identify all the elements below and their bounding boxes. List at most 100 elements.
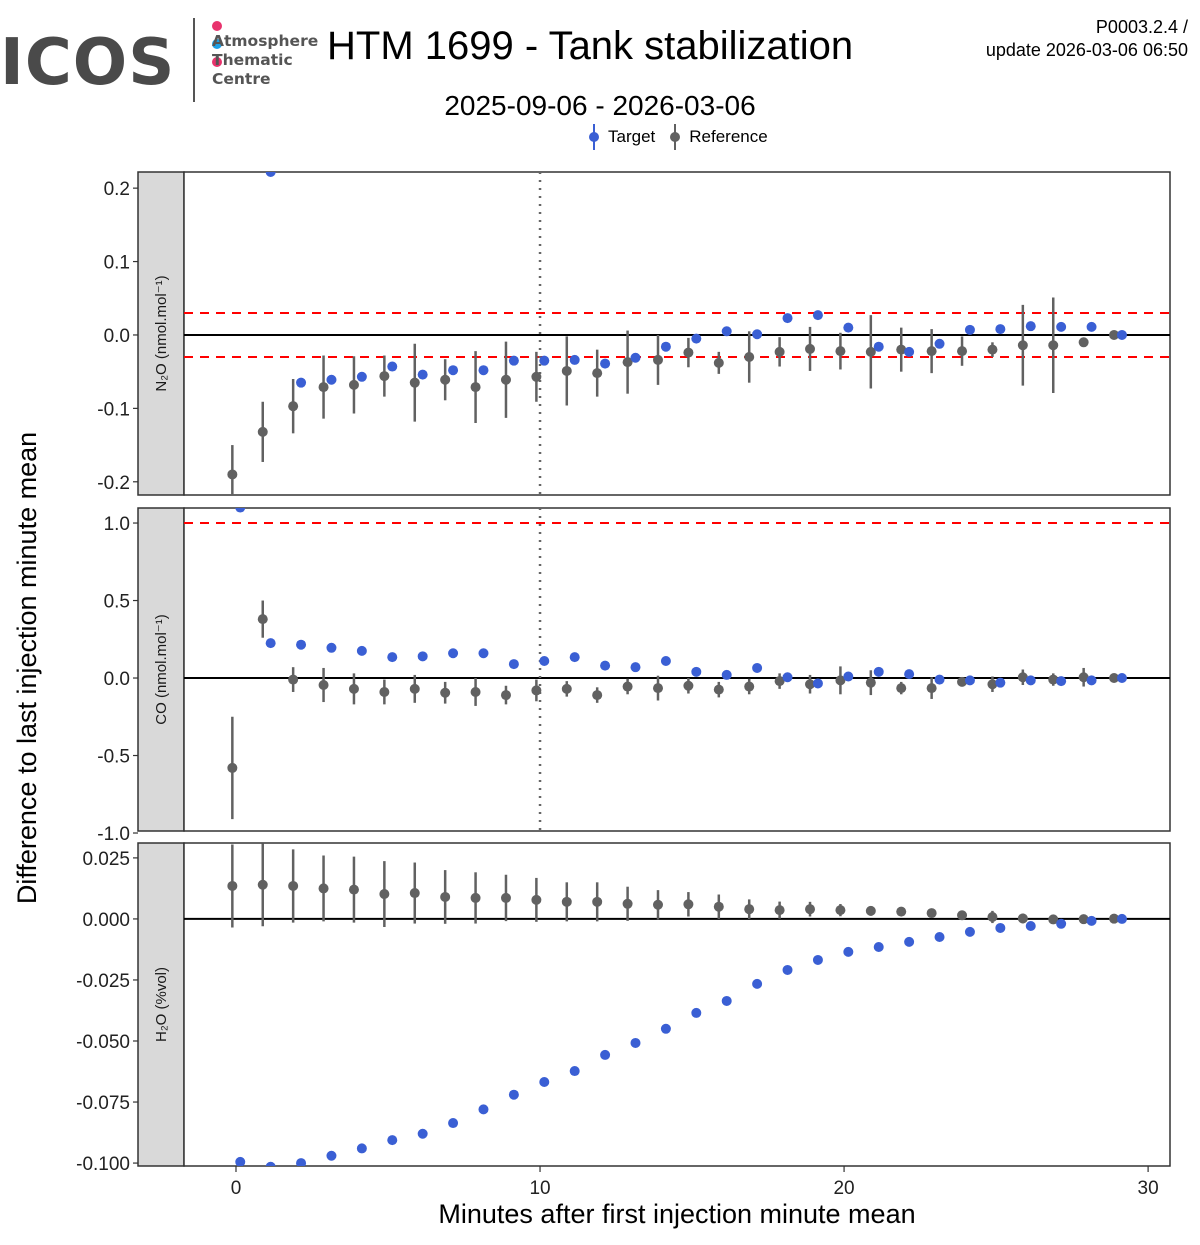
reference-point bbox=[440, 374, 451, 385]
reference-point bbox=[470, 892, 481, 903]
target-point bbox=[964, 926, 975, 937]
target-point bbox=[356, 371, 367, 382]
reference-point bbox=[622, 681, 633, 692]
reference-point bbox=[622, 357, 633, 368]
target-point bbox=[1116, 673, 1127, 684]
target-point bbox=[904, 669, 915, 680]
target-point bbox=[995, 922, 1006, 933]
y-tick-label: -0.2 bbox=[97, 473, 130, 494]
y-tick-label: -1.0 bbox=[97, 824, 130, 845]
target-point bbox=[600, 1049, 611, 1060]
reference-point bbox=[531, 371, 542, 382]
target-point bbox=[691, 1007, 702, 1018]
target-point bbox=[600, 358, 611, 369]
target-point bbox=[1025, 921, 1036, 932]
target-point bbox=[1086, 321, 1097, 332]
reference-point bbox=[744, 351, 755, 362]
target-point bbox=[782, 313, 793, 324]
target-point bbox=[721, 326, 732, 337]
reference-point bbox=[500, 374, 511, 385]
reference-point bbox=[926, 683, 937, 694]
target-point bbox=[265, 638, 276, 649]
target-point bbox=[660, 1023, 671, 1034]
reference-point bbox=[896, 683, 907, 694]
y-tick-label: -0.075 bbox=[76, 1093, 130, 1114]
target-point bbox=[812, 954, 823, 965]
reference-point bbox=[470, 382, 481, 393]
target-point bbox=[660, 341, 671, 352]
y-tick-label: -0.1 bbox=[97, 399, 130, 420]
reference-point bbox=[865, 905, 876, 916]
target-point bbox=[356, 645, 367, 656]
reference-point bbox=[774, 676, 785, 687]
panel-frame bbox=[183, 507, 1171, 832]
target-point bbox=[995, 677, 1006, 688]
target-point bbox=[569, 354, 580, 365]
target-point bbox=[539, 655, 550, 666]
reference-point bbox=[257, 614, 268, 625]
reference-point bbox=[744, 681, 755, 692]
x-tick-label: 20 bbox=[833, 1178, 854, 1199]
reference-point bbox=[288, 674, 299, 685]
reference-point bbox=[652, 354, 663, 365]
legend-label-target: Target bbox=[608, 127, 656, 146]
reference-point bbox=[409, 683, 420, 694]
target-point bbox=[691, 666, 702, 677]
target-point bbox=[326, 1150, 337, 1161]
chart-title: HTM 1699 - Tank stabilization bbox=[327, 24, 854, 68]
y-tick-label: -0.025 bbox=[76, 971, 130, 992]
target-point bbox=[1056, 918, 1067, 929]
target-point bbox=[1116, 913, 1127, 924]
panel-strip bbox=[137, 842, 185, 1167]
version-info: P0003.2.4 / update 2026-03-06 06:50 bbox=[986, 16, 1188, 62]
target-point bbox=[508, 355, 519, 366]
version-label: P0003.2.4 / bbox=[1095, 17, 1188, 37]
target-point bbox=[843, 322, 854, 333]
reference-point bbox=[409, 377, 420, 388]
panel-strip bbox=[137, 507, 185, 832]
target-point bbox=[265, 1161, 276, 1166]
x-axis-label: Minutes after first injection minute mea… bbox=[438, 1199, 915, 1229]
y-tick-label: -0.050 bbox=[76, 1032, 130, 1053]
reference-point bbox=[987, 344, 998, 355]
target-point bbox=[1025, 675, 1036, 686]
reference-point bbox=[288, 401, 299, 412]
update-label: update 2026-03-06 06:50 bbox=[985, 40, 1188, 60]
target-point bbox=[296, 1158, 307, 1166]
reference-point bbox=[1017, 913, 1028, 924]
reference-point bbox=[652, 899, 663, 910]
reference-point bbox=[561, 896, 572, 907]
reference-point bbox=[957, 676, 968, 687]
reference-point bbox=[926, 346, 937, 357]
reference-point bbox=[561, 365, 572, 376]
target-point bbox=[1086, 915, 1097, 926]
reference-point bbox=[926, 908, 937, 919]
reference-point bbox=[805, 679, 816, 690]
panel-content bbox=[184, 508, 1170, 831]
reference-point bbox=[835, 905, 846, 916]
target-point bbox=[752, 978, 763, 989]
panel-content bbox=[184, 843, 1170, 1166]
strip-label: N₂O (nmol.mol⁻¹) bbox=[153, 275, 170, 391]
target-point bbox=[235, 1156, 246, 1166]
panel-0: N₂O (nmol.mol⁻¹) 0.2 0.1 0.0 -0.1 -0.2 bbox=[97, 171, 1171, 496]
reference-point bbox=[683, 899, 694, 910]
panel-content bbox=[184, 172, 1170, 495]
reference-point bbox=[1109, 329, 1120, 340]
y-axis-label: Difference to last injection minute mean bbox=[12, 432, 42, 904]
y-tick-label: 0.2 bbox=[104, 179, 130, 200]
y-tick-label: 0.0 bbox=[104, 669, 130, 690]
target-point bbox=[478, 365, 489, 376]
target-point bbox=[873, 341, 884, 352]
y-tick-label: 0.5 bbox=[104, 592, 130, 613]
target-point bbox=[569, 1066, 580, 1077]
reference-point bbox=[470, 686, 481, 697]
reference-point bbox=[592, 690, 603, 701]
reference-point bbox=[318, 883, 329, 894]
panel-strip bbox=[137, 171, 185, 496]
chart-subtitle: 2025-09-06 - 2026-03-06 bbox=[444, 90, 756, 121]
target-point bbox=[660, 655, 671, 666]
y-tick-label: 0.025 bbox=[82, 849, 130, 870]
strip-label: H₂O (%vol) bbox=[153, 967, 170, 1042]
reference-point bbox=[1048, 914, 1059, 925]
